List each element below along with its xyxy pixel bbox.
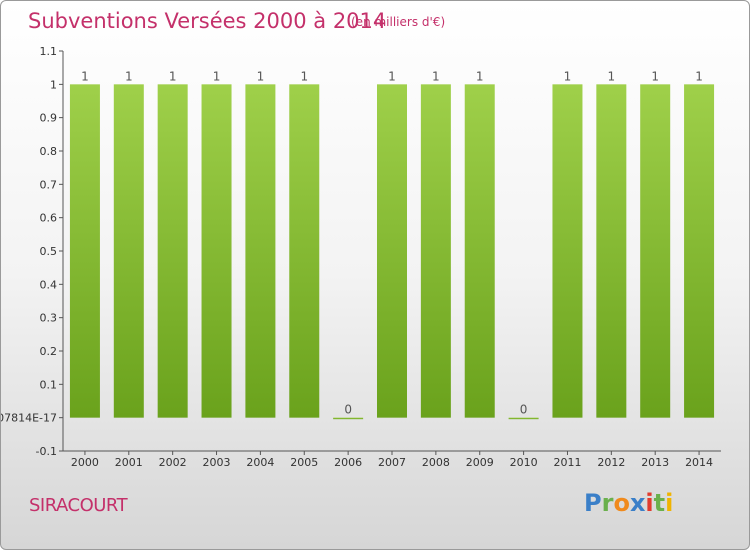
data-label: 0 bbox=[344, 403, 352, 417]
x-tick-label: 2014 bbox=[685, 456, 713, 469]
x-tick-label: 2007 bbox=[378, 456, 406, 469]
y-tick-label: 1.1 bbox=[40, 45, 58, 58]
data-label: 1 bbox=[388, 69, 396, 83]
x-tick-label: 2005 bbox=[290, 456, 318, 469]
data-labels: 1 1 1 1 1 1 0 1 1 1 0 1 1 1 1 bbox=[81, 69, 703, 416]
data-label: 1 bbox=[564, 69, 572, 83]
x-tick-label: 2003 bbox=[203, 456, 231, 469]
y-tick-label: 0.3 bbox=[40, 312, 58, 325]
y-tick-label: 0.4 bbox=[40, 278, 58, 291]
bar bbox=[333, 417, 364, 420]
x-tick-label: 2008 bbox=[422, 456, 450, 469]
x-tick-label: 2010 bbox=[510, 456, 538, 469]
x-tick-label: 2001 bbox=[115, 456, 143, 469]
y-tick-label: 0.8 bbox=[40, 145, 58, 158]
data-label: 1 bbox=[257, 69, 265, 83]
bar bbox=[377, 84, 407, 418]
chart-unit: (en milliers d'€) bbox=[351, 15, 446, 29]
bar bbox=[596, 84, 627, 418]
y-tick-label: 0.2 bbox=[40, 345, 58, 358]
data-label: 1 bbox=[125, 69, 133, 83]
bar bbox=[113, 84, 144, 418]
y-tick-label: -0.1 bbox=[36, 445, 57, 458]
data-label: 1 bbox=[169, 69, 177, 83]
data-label: 1 bbox=[651, 69, 659, 83]
x-tick-label: 2011 bbox=[553, 456, 581, 469]
bar bbox=[640, 84, 671, 418]
x-tick-label: 2004 bbox=[246, 456, 274, 469]
bar bbox=[420, 84, 451, 418]
x-tick-label: 2009 bbox=[466, 456, 494, 469]
y-tick-label: 0.6 bbox=[40, 212, 58, 225]
y-tick-label: 1 bbox=[50, 78, 57, 91]
bars bbox=[69, 84, 715, 420]
y-tick-label: 0.7 bbox=[40, 178, 58, 191]
data-label: 1 bbox=[213, 69, 221, 83]
bar bbox=[157, 84, 188, 418]
x-tick-label: 2012 bbox=[597, 456, 625, 469]
data-label: 1 bbox=[608, 69, 616, 83]
x-tick-label: 2013 bbox=[641, 456, 669, 469]
bar bbox=[289, 84, 320, 418]
bar bbox=[464, 84, 495, 418]
bar bbox=[245, 84, 276, 418]
bar bbox=[552, 84, 583, 418]
bar bbox=[684, 84, 715, 418]
axes: -0.1 1.3877787807814E-17 0.1 0.2 0.3 0.4 0.5 0.… bbox=[1, 45, 721, 469]
data-label: 1 bbox=[81, 69, 89, 83]
y-tick-label: 0.1 bbox=[40, 378, 58, 391]
x-tick-label: 2006 bbox=[334, 456, 362, 469]
y-tick-label: 1.3877787807814E-17 bbox=[1, 412, 57, 425]
commune-name: SIRACOURT bbox=[29, 495, 128, 516]
data-label: 1 bbox=[695, 69, 703, 83]
proxiti-logo: Proxiti bbox=[584, 489, 674, 517]
chart-title: Subventions Versées 2000 à 2014 bbox=[28, 9, 387, 33]
bar bbox=[508, 417, 539, 420]
y-tick-label: 0.5 bbox=[40, 245, 58, 258]
bar bbox=[201, 84, 232, 418]
y-tick-label: 0.9 bbox=[40, 112, 58, 125]
data-label: 1 bbox=[432, 69, 440, 83]
x-tick-label: 2002 bbox=[159, 456, 187, 469]
bar bbox=[69, 84, 100, 418]
data-label: 1 bbox=[476, 69, 484, 83]
data-label: 1 bbox=[300, 69, 308, 83]
x-tick-label: 2000 bbox=[71, 456, 99, 469]
data-label: 0 bbox=[520, 403, 528, 417]
